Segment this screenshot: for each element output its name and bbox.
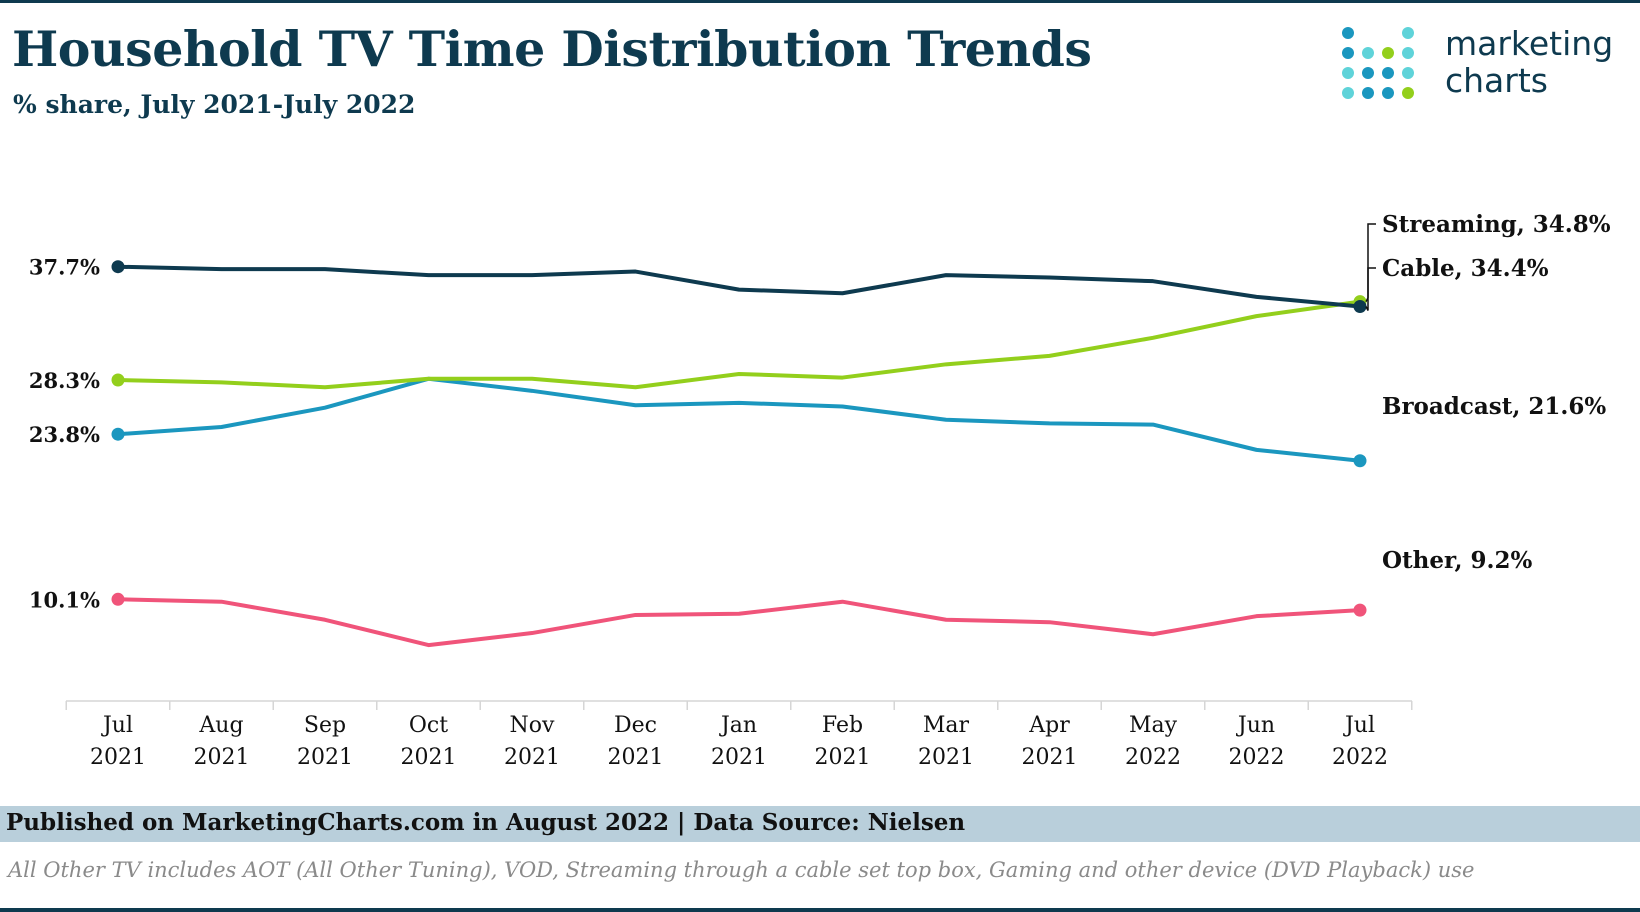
x-tick-label-year: 2021 xyxy=(504,745,560,770)
x-tick-label-month: May xyxy=(1129,713,1178,738)
logo-dot xyxy=(1382,87,1394,99)
other-end-label: Other, 9.2% xyxy=(1382,547,1532,574)
logo-dot xyxy=(1382,67,1394,79)
other-start-label: 10.1% xyxy=(29,587,100,612)
other-start-point xyxy=(111,592,125,606)
logo-dot xyxy=(1342,87,1354,99)
x-tick-label-year: 2022 xyxy=(1229,745,1285,770)
x-tick-label-year: 2021 xyxy=(918,745,974,770)
streaming-start-point xyxy=(111,373,125,387)
footer-bar: Published on MarketingCharts.com in Augu… xyxy=(0,806,1640,842)
logo-dot xyxy=(1402,67,1414,79)
logo-dot xyxy=(1342,47,1354,59)
x-tick-label-year: 2021 xyxy=(711,745,767,770)
broadcast-series-line xyxy=(116,376,1362,463)
x-tick-label-month: Feb xyxy=(822,713,863,738)
cable-start-point xyxy=(111,260,125,274)
x-tick-label-month: Apr xyxy=(1028,713,1070,738)
logo-text: marketing charts xyxy=(1445,25,1613,99)
cable-end-label: Cable, 34.4% xyxy=(1382,255,1549,282)
streaming-series-line xyxy=(116,299,1362,390)
x-tick-label-month: Sep xyxy=(304,713,346,738)
logo-dot xyxy=(1402,47,1414,59)
x-tick-label-month: Dec xyxy=(614,713,657,738)
x-tick-label-month: Jan xyxy=(719,713,757,738)
broadcast-start-point xyxy=(111,427,125,441)
x-tick-label-year: 2021 xyxy=(194,745,250,770)
x-tick-label-month: Jul xyxy=(1343,713,1375,738)
logo-dot xyxy=(1402,87,1414,99)
page-subtitle: % share, July 2021-July 2022 xyxy=(13,90,416,119)
published-source-text: Published on MarketingCharts.com in Augu… xyxy=(6,809,966,836)
streaming-label-connector xyxy=(1365,223,1376,302)
x-tick-label-month: Jun xyxy=(1236,713,1275,738)
logo-line-2: charts xyxy=(1445,61,1548,100)
streaming-end-label: Streaming, 34.8% xyxy=(1382,211,1611,238)
page-title: Household TV Time Distribution Trends xyxy=(12,20,1092,78)
logo-dot xyxy=(1362,67,1374,79)
logo-line-1: marketing xyxy=(1445,24,1614,63)
cable-end-point xyxy=(1353,299,1367,313)
logo-dot xyxy=(1362,47,1374,59)
logo-dot xyxy=(1402,27,1414,39)
other-end-point xyxy=(1353,603,1367,617)
logo-dot xyxy=(1342,27,1354,39)
logo-dot xyxy=(1362,87,1374,99)
x-tick-label-month: Nov xyxy=(510,713,555,738)
logo-dot xyxy=(1342,67,1354,79)
x-tick-label-month: Mar xyxy=(923,713,970,738)
cable-series-line xyxy=(116,264,1362,309)
x-tick-label-month: Jul xyxy=(101,713,133,738)
logo-dot xyxy=(1382,47,1394,59)
x-tick-label-year: 2021 xyxy=(401,745,457,770)
logo-dots-icon xyxy=(1342,27,1414,99)
broadcast-start-label: 23.8% xyxy=(29,422,100,447)
x-tick-label-year: 2021 xyxy=(297,745,353,770)
broadcast-end-label: Broadcast, 21.6% xyxy=(1382,393,1606,420)
broadcast-end-point xyxy=(1353,454,1367,468)
x-tick-label-year: 2021 xyxy=(90,745,146,770)
cable-start-label: 37.7% xyxy=(29,255,100,280)
streaming-start-label: 28.3% xyxy=(29,368,100,393)
x-tick-label-year: 2021 xyxy=(1022,745,1078,770)
x-tick-label-year: 2022 xyxy=(1332,745,1388,770)
line-chart: Jul 2021 Aug 2021 Sep 2021 Oct 2021 Nov 2021 Dec 20… xyxy=(29,211,1611,770)
bottom-rule xyxy=(0,908,1640,912)
top-rule xyxy=(0,0,1640,3)
footnote: All Other TV includes AOT (All Other Tun… xyxy=(8,858,1475,882)
x-tick-label-year: 2021 xyxy=(815,745,871,770)
x-tick-label-year: 2022 xyxy=(1125,745,1181,770)
x-tick-label-year: 2021 xyxy=(608,745,664,770)
cable-label-connector xyxy=(1365,267,1376,311)
x-tick-label-month: Oct xyxy=(409,713,448,738)
other-series-line xyxy=(116,597,1362,648)
x-tick-label-month: Aug xyxy=(198,713,243,738)
marketingcharts-logo: marketing charts xyxy=(1330,24,1630,106)
